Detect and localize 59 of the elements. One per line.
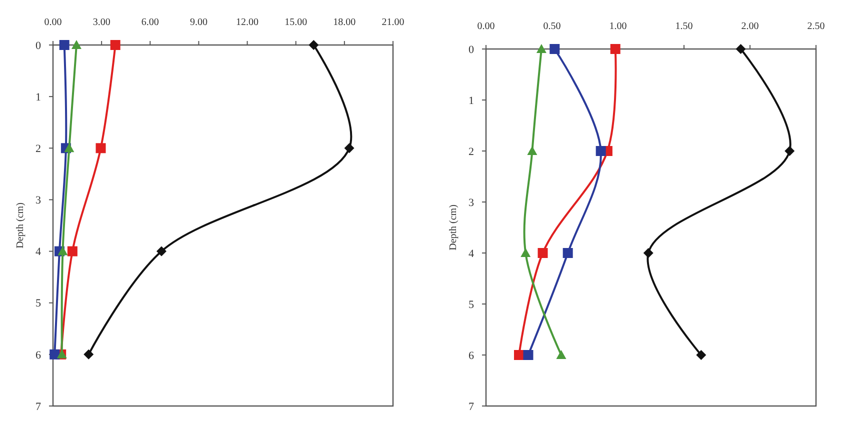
x-tick-label: 18.00 — [333, 17, 356, 28]
point — [344, 143, 354, 154]
y-tick-label: 6 — [36, 349, 42, 362]
point — [58, 246, 68, 256]
point — [562, 248, 573, 258]
y-tick-label: 3 — [468, 196, 474, 209]
point — [96, 143, 106, 154]
point — [67, 246, 78, 256]
point — [527, 146, 538, 155]
y-tick-label: 0 — [36, 40, 42, 52]
x-tick-label: 15.00 — [284, 17, 308, 28]
point — [514, 350, 524, 360]
y-tick-label: 1 — [36, 91, 41, 104]
point — [643, 248, 654, 258]
x-tick-label: 0.50 — [543, 21, 561, 32]
y-tick-label: 2 — [36, 142, 41, 155]
y-tick-label: 1 — [468, 94, 474, 107]
y-tick-label: 5 — [468, 298, 474, 311]
x-tick-label: 2.50 — [807, 21, 825, 32]
y-tick-label: 3 — [36, 194, 42, 207]
point — [538, 248, 548, 258]
point — [523, 350, 534, 360]
point — [520, 248, 531, 257]
point — [536, 44, 546, 53]
point — [308, 40, 319, 50]
y-tick-label: 4 — [36, 246, 42, 258]
x-tick-label: 1.00 — [609, 21, 627, 32]
x-tick-label: 1.50 — [675, 21, 693, 32]
x-tick-label: 9.00 — [190, 17, 208, 28]
y-tick-label: 0 — [468, 44, 474, 56]
point — [156, 246, 166, 256]
y-axis-title: Depth (cm) — [448, 204, 459, 250]
y-axis-title: Depth (cm) — [15, 202, 26, 248]
y-tick-label: 2 — [468, 146, 474, 158]
point — [64, 143, 74, 152]
point — [610, 44, 620, 54]
y-tick-label: 7 — [36, 400, 42, 413]
y-tick-label: 7 — [468, 400, 474, 413]
point — [110, 40, 120, 50]
point — [84, 349, 94, 360]
point — [736, 44, 746, 54]
x-tick-label: 0.00 — [477, 21, 495, 32]
x-tick-label: 21.00 — [382, 17, 404, 28]
point — [71, 40, 82, 49]
y-tick-label: 5 — [36, 298, 42, 310]
x-tick-label: 0.00 — [44, 17, 62, 28]
y-tick-label: 4 — [468, 248, 474, 260]
point — [550, 44, 560, 54]
x-tick-label: 3.00 — [92, 17, 110, 28]
point — [50, 349, 60, 360]
point — [596, 146, 606, 156]
x-tick-label: 12.00 — [236, 17, 259, 28]
x-tick-label: 6.00 — [141, 17, 159, 28]
point — [556, 350, 566, 359]
x-tick-label: 2.00 — [741, 21, 759, 32]
point — [59, 40, 70, 50]
y-tick-label: 6 — [468, 350, 474, 362]
point — [784, 146, 795, 156]
point — [696, 350, 706, 360]
